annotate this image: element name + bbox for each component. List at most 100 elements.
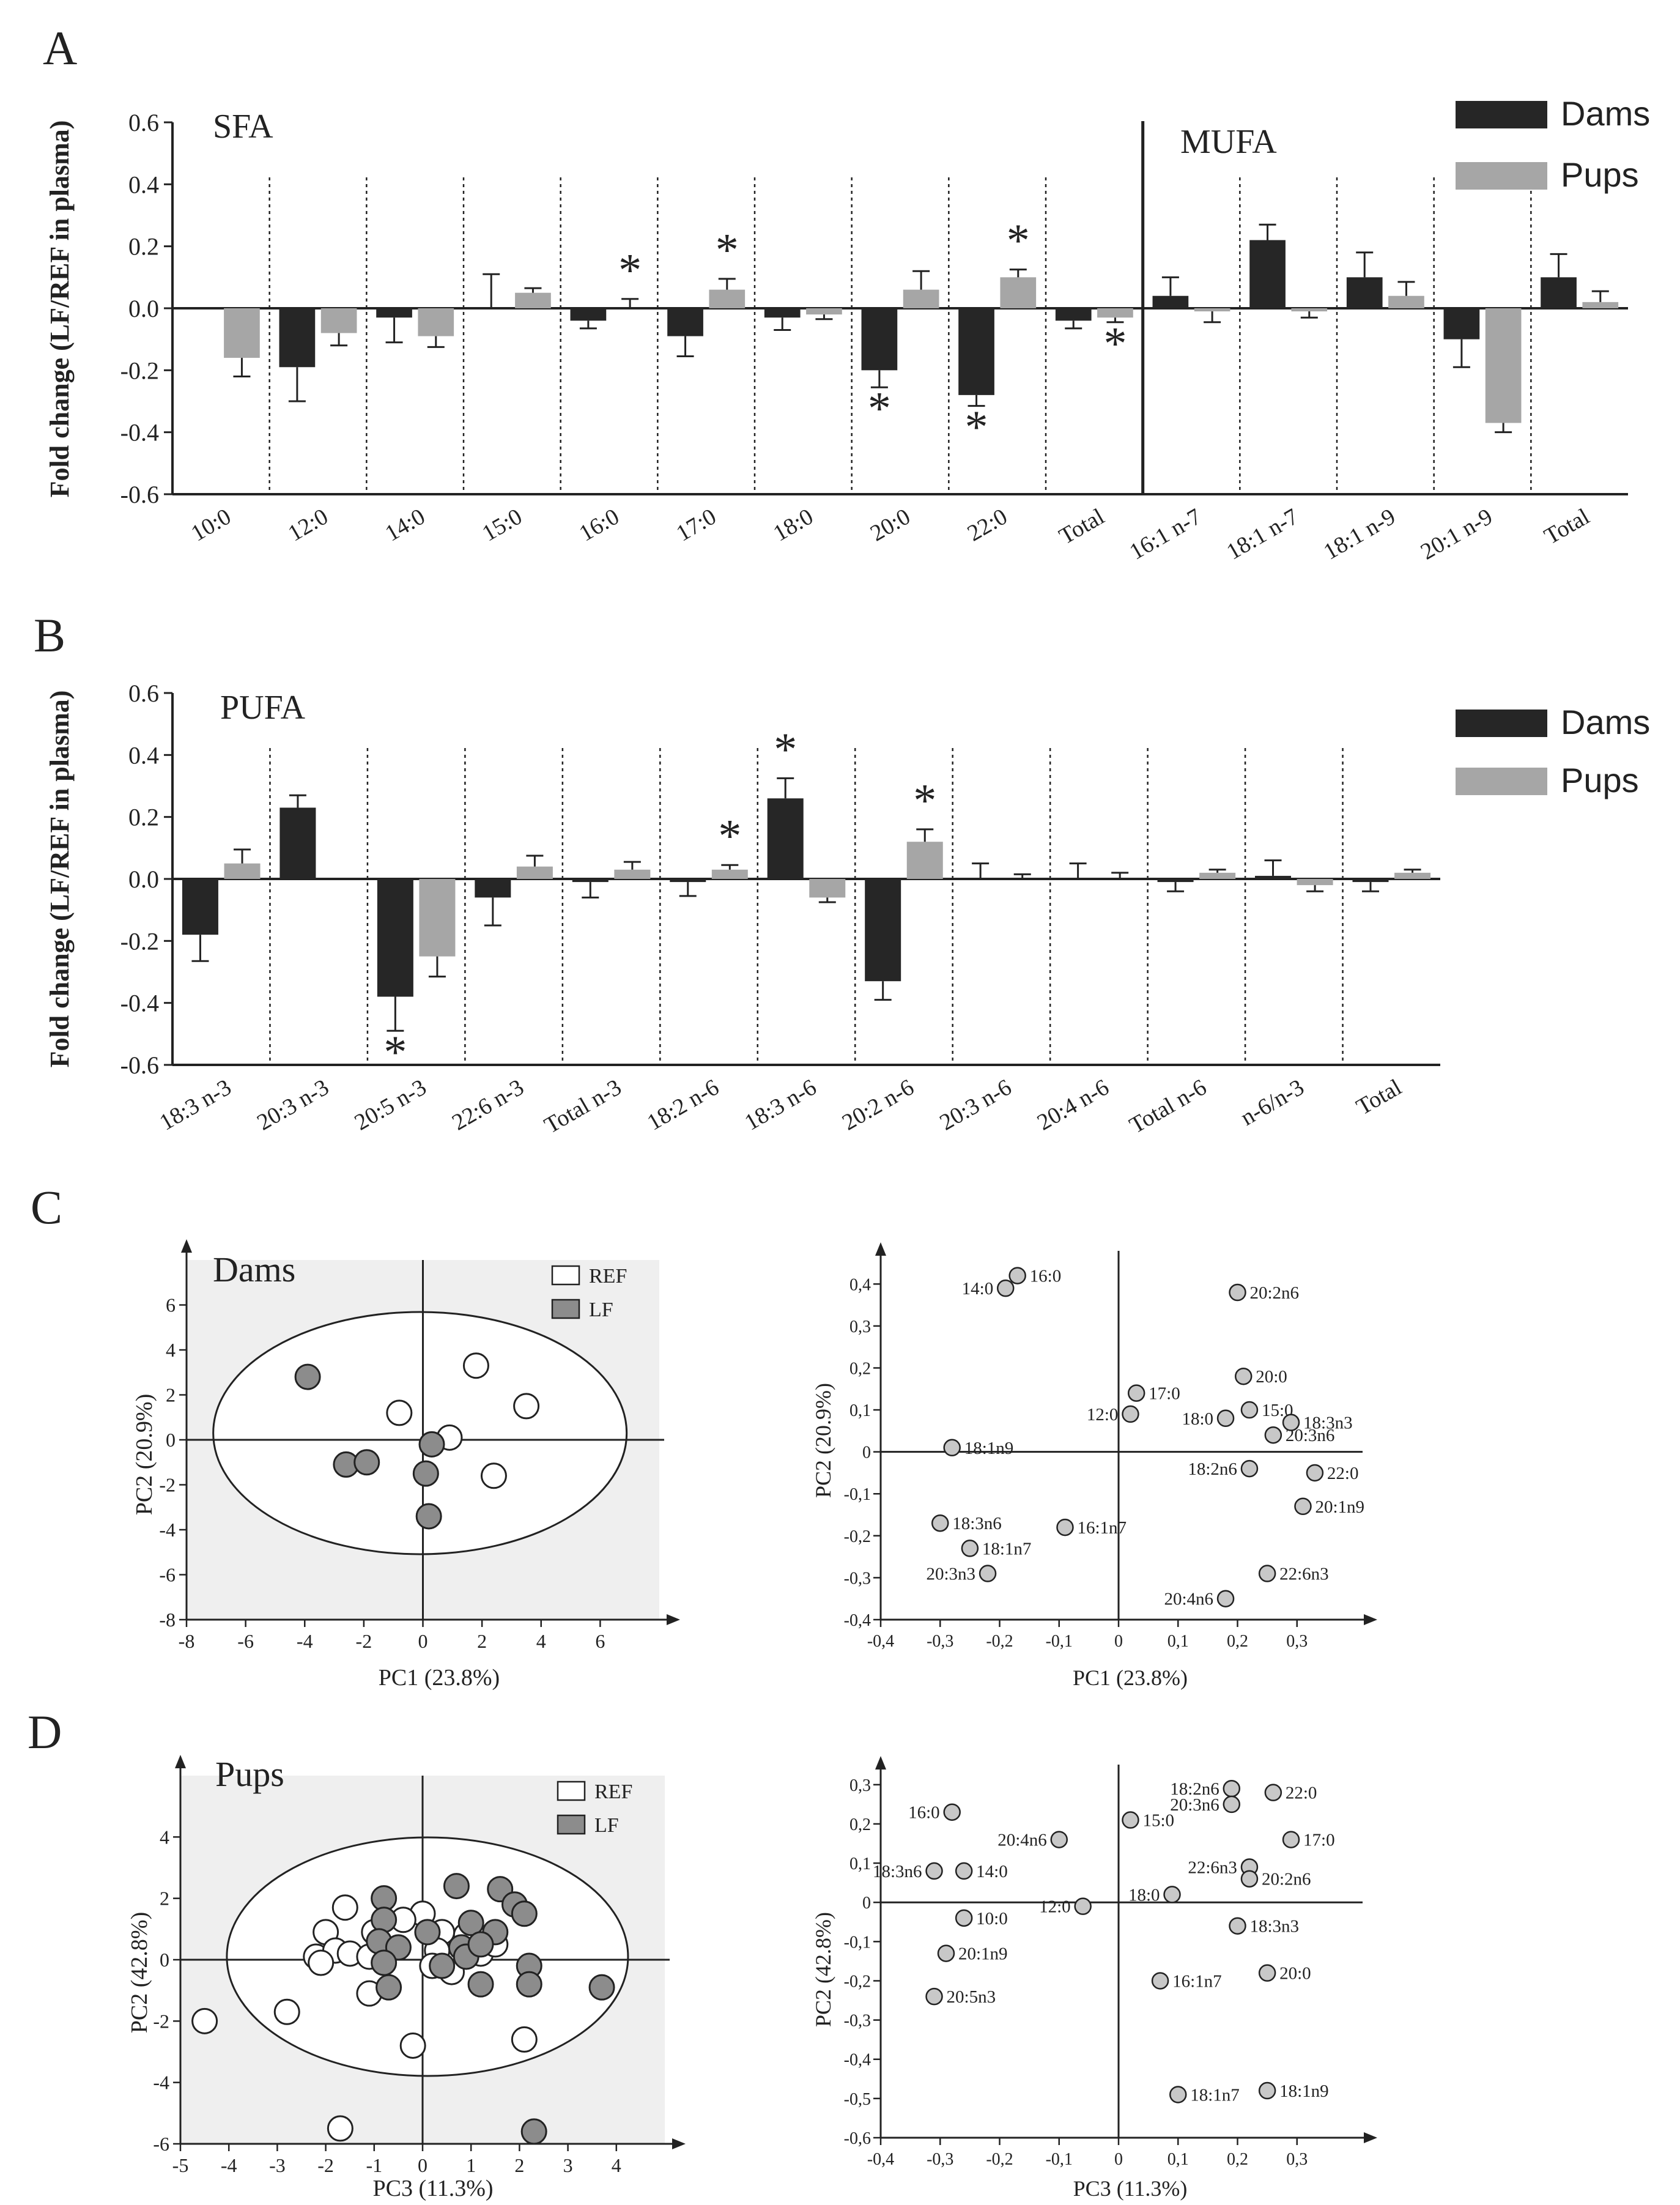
panel-c-load-ylabel: PC2 (20.9%) (811, 1383, 835, 1498)
panelA-xtick-label: 17:0 (672, 503, 721, 546)
panelC-score-point-lf (418, 1431, 445, 1458)
panelB-bar-dams-n-6-n-3 (1255, 875, 1292, 879)
panelD-score-point-lf (520, 2118, 547, 2145)
panelD-load-point-18-1n9 (1258, 2081, 1276, 2100)
panelA-bar-pups-18-1-n-7 (1291, 308, 1328, 312)
panelB-bar-dams-18-2-n-6 (670, 879, 706, 883)
panel-a-legend-pups: Pups (1561, 155, 1639, 194)
panel-d-load-ylabel: PC2 (42.8%) (811, 1912, 835, 2027)
panelD-score-point-ref (511, 2026, 538, 2053)
panelD-score-xtick-label: -5 (172, 2154, 189, 2176)
panelC-score-point-ref (462, 1352, 489, 1379)
panel-a-sfa-label: SFA (213, 108, 273, 146)
panelD-load-point-label-18-0: 18:0 (1128, 1885, 1160, 1905)
panelD-score-point-lf (457, 1910, 484, 1936)
panelC-load-ytick-label: 0,1 (849, 1401, 871, 1420)
panelB-significance-asterisk: * (718, 810, 741, 862)
panelC-score-xtick-label: -2 (356, 1630, 372, 1652)
panel-c-score-plot: -8 -6 -4 -2 0 2 4 6 6 4 2 0 -2 -4 -6 -8 REF LF (159, 1239, 680, 1652)
panelD-load-xtick-label: 0,1 (1167, 2150, 1189, 2169)
panelD-load-xtick-label: -0,2 (986, 2150, 1013, 2169)
panelA-significance-asterisk: * (1103, 318, 1127, 369)
panelD-score-point-lf (443, 1873, 470, 1900)
panelB-xtick-label: 20:3 n-3 (253, 1074, 333, 1135)
panelB-xtick-label: n-6/n-3 (1237, 1074, 1309, 1130)
panelD-load-point-label-22-0: 22:0 (1286, 1784, 1317, 1803)
panelB-bar-dams-20-3-n-3 (279, 807, 316, 879)
panelC-load-point-18-1n9 (943, 1439, 961, 1457)
panel-d-score-plot: -5 -4 -3 -2 -1 0 1 2 3 4 4 2 0 -2 -4 -6 REF LF (153, 1755, 686, 2176)
panelB-xtick-label: Total n-6 (1125, 1074, 1211, 1138)
panelC-score-y-axis-arrow (181, 1239, 192, 1253)
panelD-load-ytick-label: -0,4 (844, 2051, 871, 2070)
panelA-bar-dams-16-1-n-7 (1152, 295, 1189, 308)
panelB-bar-dams-18-3-n-6 (767, 798, 804, 879)
panelC-score-point-lf (294, 1363, 321, 1390)
panelD-score-point-lf (588, 1974, 615, 2001)
panelB-xtick-label: 18:3 n-6 (741, 1074, 821, 1135)
panelB-bar-pups-total (1394, 872, 1431, 879)
panelD-score-legend-label-lf: LF (594, 1814, 619, 1837)
panelB-ytick-label: -0.4 (120, 990, 159, 1017)
panelB-bar-pups-20-5-n-3 (419, 879, 456, 957)
panelB-xtick-label: Total (1352, 1074, 1406, 1120)
panelD-load-point-18-3n3 (1229, 1917, 1246, 1935)
panelB-bar-pups-18-2-n-6 (711, 869, 748, 879)
panelD-score-ytick-label: -4 (153, 2072, 169, 2094)
panelD-load-xtick-label: -0,4 (867, 2150, 894, 2169)
panel-b-letter: B (34, 609, 65, 662)
panelC-load-point-20-3n3 (979, 1565, 997, 1582)
panel-b-bar-chart: 0.6 0.4 0.2 0.0 -0.2 -0.4 -0.618:3 n-3 20:3 n-3… (120, 680, 1440, 1139)
panelA-xtick-label: 10:0 (187, 503, 235, 546)
panelD-load-point-18-0 (1163, 1886, 1181, 1903)
panelB-bar-pups-22-6-n-3 (516, 866, 553, 879)
panelC-load-point-label-17-0: 17:0 (1149, 1384, 1180, 1404)
panelC-load-point-20-0 (1234, 1367, 1253, 1385)
panelC-score-legend-swatch-lf (551, 1299, 580, 1319)
panelC-score-xtick-label: -6 (237, 1630, 254, 1652)
panelC-load-ytick-label: 0 (862, 1443, 871, 1462)
panelA-bar-dams-22-0 (958, 308, 994, 395)
panelA-xtick-label: 20:1 n-9 (1416, 503, 1497, 565)
panelA-xtick-label: 14:0 (381, 503, 430, 546)
panelB-xtick-label: 18:2 n-6 (643, 1074, 723, 1135)
panel-d-score-xlabel: PC3 (11.3%) (372, 2176, 493, 2201)
panelA-ytick-label: 0.2 (128, 233, 159, 261)
panelD-score-xtick-label: 0 (418, 2154, 427, 2176)
panelC-load-ytick-label: 0,4 (849, 1275, 871, 1294)
panel-c-score-title: Dams (213, 1250, 295, 1289)
panelD-load-point-20-4n6 (1050, 1831, 1068, 1848)
panelB-significance-asterisk: * (774, 724, 797, 775)
panelC-score-point-lf (353, 1449, 380, 1476)
panelA-xtick-label: Total (1540, 503, 1594, 549)
panelC-load-point-label-20-0: 20:0 (1256, 1367, 1287, 1387)
panelC-load-point-label-20-2n6: 20:2n6 (1250, 1283, 1300, 1303)
panelD-load-ytick-label: -0,6 (844, 2129, 871, 2148)
panelD-load-point-label-18-2n6: 18:2n6 (1170, 1779, 1219, 1799)
panelA-bar-dams-total (1541, 277, 1577, 308)
panelC-load-ytick-label: 0,3 (849, 1317, 871, 1336)
panelC-score-xtick-label: 2 (477, 1630, 487, 1652)
panelD-score-legend-swatch-ref (557, 1781, 586, 1801)
panelD-score-point-lf (414, 1919, 441, 1946)
panelC-load-point-22-6n3 (1258, 1565, 1276, 1582)
panelC-load-point-18-2n6 (1240, 1459, 1259, 1478)
panelA-xtick-label: 20:0 (866, 503, 915, 546)
panel-a-letter: A (43, 21, 77, 75)
panelC-load-point-18-1n7 (961, 1540, 979, 1557)
panelC-load-point-17-0 (1127, 1384, 1145, 1402)
panelB-bar-pups-n-6-n-3 (1297, 879, 1333, 886)
panelD-load-point-label-20-5n3: 20:5n3 (947, 1987, 996, 2007)
panelB-xtick-label: 20:2 n-6 (838, 1074, 919, 1135)
panelD-load-ytick-label: 0,2 (849, 1815, 871, 1834)
panelC-load-ytick-label: -0,2 (844, 1527, 871, 1546)
panelC-load-xtick-label: -0,1 (1046, 1632, 1073, 1651)
panelA-bar-pups-12-0 (320, 308, 357, 333)
panelD-load-point-label-20-4n6: 20:4n6 (997, 1831, 1047, 1850)
panelA-ytick-label: 0.0 (128, 295, 159, 322)
panelA-bar-dams-20-1-n-9 (1443, 308, 1480, 339)
panelA-bar-dams-18-1-n-9 (1346, 277, 1383, 308)
panelB-ytick-label: 0.2 (128, 804, 159, 831)
panelA-bar-pups-18-0 (806, 308, 842, 315)
panelA-xtick-label: 22:0 (963, 503, 1012, 546)
